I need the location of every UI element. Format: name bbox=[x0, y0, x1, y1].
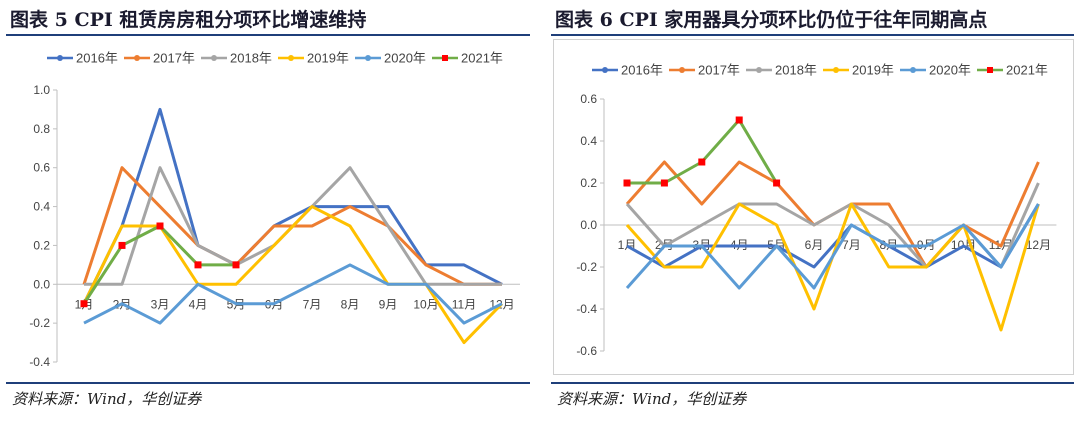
legend-label: 2020年 bbox=[929, 63, 971, 78]
legend-item: 2017年 bbox=[669, 63, 740, 78]
legend-label: 2021年 bbox=[461, 51, 503, 66]
chart-panel-left: 图表 5 CPI 租赁房房租分项环比增速维持 2016年 2017年 2018年 20… bbox=[0, 0, 536, 423]
figure-title: 图表 5 CPI 租赁房房租分项环比增速维持 bbox=[10, 9, 367, 31]
legend-label: 2016年 bbox=[76, 51, 118, 66]
legend-item: 2016年 bbox=[47, 51, 118, 66]
series-line bbox=[82, 205, 504, 345]
chart-panel-right: 图表 6 CPI 家用器具分项环比仍位于往年同期高点 2016年 2017年 201… bbox=[545, 0, 1080, 423]
line-chart-appliances: 2016年 2017年 2018年 2019年 2020年 2021年 0.6 0.4 0.2 0… bbox=[576, 63, 1057, 358]
legend-label: 2018年 bbox=[775, 63, 817, 78]
y-tick-label: -0.2 bbox=[576, 260, 597, 274]
y-tick-label: 0.0 bbox=[580, 218, 597, 232]
legend-item: 2018年 bbox=[746, 63, 817, 78]
y-tick-label: 0.4 bbox=[33, 200, 50, 214]
y-tick-label: 0.6 bbox=[33, 161, 50, 175]
series-line bbox=[625, 203, 1040, 290]
x-tick-label: 11月 bbox=[452, 297, 476, 311]
series-line bbox=[626, 203, 1040, 269]
plot-area: 2016年 2017年 2018年 2019年 2020年 2021年 0.6 0.4 0.2 0… bbox=[553, 39, 1074, 375]
data-point bbox=[623, 179, 631, 187]
data-point bbox=[194, 261, 202, 269]
legend-label: 2019年 bbox=[852, 63, 894, 78]
y-tick-label: 0.4 bbox=[580, 134, 597, 148]
y-tick-label: 0.2 bbox=[580, 176, 597, 190]
legend-label: 2018年 bbox=[230, 51, 272, 66]
legend-item: 2020年 bbox=[900, 63, 971, 78]
x-tick-label: 12月 bbox=[1026, 238, 1051, 252]
y-tick-label: 0.2 bbox=[33, 238, 50, 252]
legend-item: 2021年 bbox=[432, 51, 503, 66]
series-line bbox=[625, 202, 1040, 332]
legend-item: 2021年 bbox=[977, 63, 1048, 78]
x-tick-label: 8月 bbox=[341, 297, 360, 311]
y-tick-label: 0.8 bbox=[33, 122, 50, 136]
legend-item: 2016年 bbox=[592, 63, 663, 78]
data-point bbox=[80, 300, 88, 308]
legend-label: 2020年 bbox=[384, 51, 426, 66]
legend-item: 2019年 bbox=[278, 51, 349, 66]
legend-label: 2016年 bbox=[621, 63, 663, 78]
y-tick-label: 1.0 bbox=[33, 83, 50, 97]
y-tick-label: -0.6 bbox=[576, 344, 597, 358]
title-divider bbox=[6, 34, 530, 36]
series-line bbox=[82, 107, 503, 305]
x-tick-label: 4月 bbox=[189, 297, 208, 311]
legend-label: 2017年 bbox=[153, 51, 195, 66]
legend-label: 2017年 bbox=[698, 63, 740, 78]
data-point bbox=[232, 261, 240, 269]
data-point bbox=[773, 179, 781, 187]
legend-label: 2019年 bbox=[307, 51, 349, 66]
x-tick-label: 10月 bbox=[413, 297, 438, 311]
y-tick-label: -0.4 bbox=[29, 355, 50, 369]
x-tick-label: 3月 bbox=[151, 297, 170, 311]
data-point bbox=[660, 179, 668, 187]
title-divider bbox=[551, 34, 1074, 36]
legend-item: 2018年 bbox=[201, 51, 272, 66]
legend-item: 2020年 bbox=[355, 51, 426, 66]
series-line bbox=[83, 263, 503, 325]
legend-item: 2019年 bbox=[823, 63, 894, 78]
legend-item: 2017年 bbox=[124, 51, 195, 66]
y-tick-label: -0.2 bbox=[29, 316, 50, 330]
data-point bbox=[118, 241, 126, 249]
x-tick-label: 9月 bbox=[379, 297, 398, 311]
x-tick-label: 6月 bbox=[805, 238, 824, 252]
x-tick-label: 7月 bbox=[303, 297, 322, 311]
source-note: 资料来源：Wind，华创证券 bbox=[12, 390, 202, 408]
figure-title: 图表 6 CPI 家用器具分项环比仍位于往年同期高点 bbox=[555, 9, 988, 31]
source-note: 资料来源：Wind，华创证券 bbox=[557, 390, 747, 408]
x-tick-label: 7月 bbox=[842, 238, 861, 252]
legend-label: 2021年 bbox=[1006, 63, 1048, 78]
data-point bbox=[735, 116, 743, 124]
y-tick-label: 0.0 bbox=[33, 277, 50, 291]
y-tick-label: 0.6 bbox=[580, 92, 597, 106]
data-point bbox=[698, 158, 706, 166]
series-line bbox=[627, 118, 778, 185]
plot-area: 2016年 2017年 2018年 2019年 2020年 2021年 1.0 0.8 0.6 0… bbox=[8, 39, 530, 375]
y-tick-label: -0.4 bbox=[576, 302, 597, 316]
source-divider bbox=[551, 382, 1074, 384]
source-divider bbox=[6, 382, 530, 384]
line-chart-rent: 2016年 2017年 2018年 2019年 2020年 2021年 1.0 0.8 0.6 0… bbox=[29, 51, 520, 369]
data-point bbox=[156, 222, 164, 230]
